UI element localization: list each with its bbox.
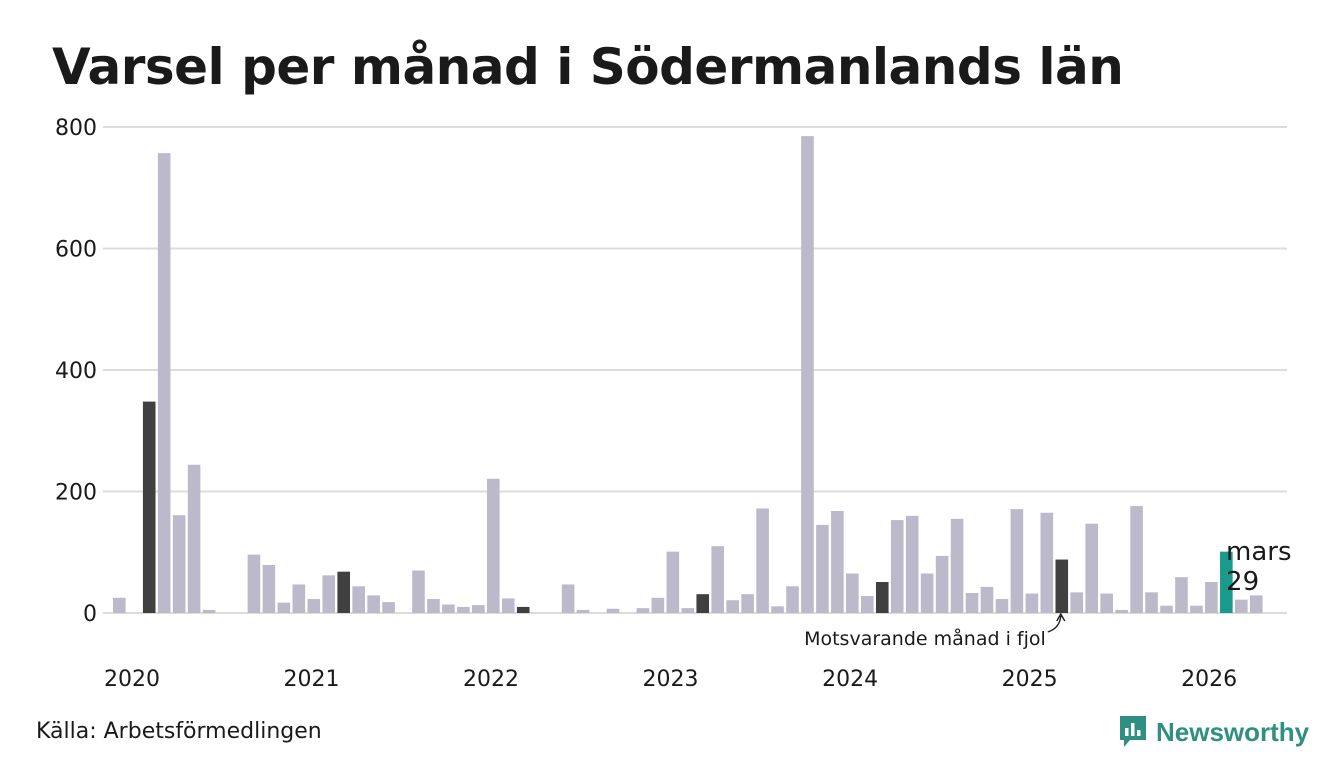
bar xyxy=(696,594,710,613)
annotation-arrowhead xyxy=(1056,612,1066,622)
x-tick-label: 2023 xyxy=(643,667,699,692)
bar xyxy=(995,599,1009,613)
bar xyxy=(277,602,291,613)
bar xyxy=(1130,506,1143,613)
bar xyxy=(726,600,739,613)
bar xyxy=(307,599,321,613)
x-tick-label: 2025 xyxy=(1002,667,1058,692)
bar xyxy=(950,518,964,613)
bar xyxy=(292,584,306,613)
source-note: Källa: Arbetsförmedlingen xyxy=(36,719,322,744)
bar xyxy=(1249,595,1263,613)
y-axis-ticks: 0 200 400 600 800 xyxy=(55,116,97,627)
bar xyxy=(875,582,889,613)
newsworthy-logo-icon xyxy=(1120,716,1146,747)
bar xyxy=(1070,592,1084,613)
bar xyxy=(1190,605,1203,613)
bar xyxy=(382,602,395,613)
bar xyxy=(1175,577,1188,613)
bar xyxy=(741,594,754,613)
bar xyxy=(457,606,470,613)
y-tick-label: 400 xyxy=(55,359,97,384)
bar xyxy=(427,599,440,613)
x-axis-ticks: 2020 2021 2022 2023 2024 2025 2026 xyxy=(104,667,1237,692)
bar xyxy=(501,598,515,613)
bar xyxy=(920,573,934,613)
bar xyxy=(980,586,994,613)
bar xyxy=(890,520,904,613)
bar xyxy=(1145,592,1158,613)
bar xyxy=(1220,551,1233,613)
bar xyxy=(756,508,769,613)
bars xyxy=(113,136,1263,614)
x-tick-label: 2022 xyxy=(463,667,519,692)
bar xyxy=(816,524,829,613)
bar xyxy=(786,586,799,613)
bar xyxy=(771,606,784,613)
current-month-value: 29 xyxy=(1226,567,1259,597)
bar xyxy=(1085,523,1098,613)
bar xyxy=(142,401,156,613)
gridlines xyxy=(103,126,1287,614)
bar xyxy=(801,136,814,614)
x-tick-label: 2021 xyxy=(284,667,340,692)
bar xyxy=(1010,509,1024,613)
newsworthy-logo: Newsworthy xyxy=(1118,714,1309,750)
bar xyxy=(861,595,874,613)
bar xyxy=(681,608,695,613)
bar xyxy=(172,515,186,613)
bar xyxy=(412,570,425,613)
bar xyxy=(472,605,485,613)
bar xyxy=(606,608,620,613)
chart-title: Varsel per månad i Södermanlands län xyxy=(52,38,1124,96)
bar xyxy=(905,515,919,613)
bar xyxy=(846,573,859,613)
bar xyxy=(1235,599,1248,613)
x-tick-label: 2026 xyxy=(1181,667,1237,692)
bar xyxy=(442,604,455,613)
bar xyxy=(187,464,201,613)
bar xyxy=(666,551,680,613)
bar xyxy=(935,555,949,613)
bar xyxy=(651,597,665,613)
bar xyxy=(1160,605,1173,613)
bar xyxy=(202,609,216,613)
bar xyxy=(561,584,575,613)
bar xyxy=(831,510,844,613)
annotation-text: Motsvarande månad i fjol xyxy=(804,627,1046,650)
y-tick-label: 800 xyxy=(55,116,97,141)
bar xyxy=(157,153,171,613)
bar xyxy=(247,554,261,613)
bar xyxy=(711,546,724,613)
x-tick-label: 2020 xyxy=(104,667,160,692)
bar xyxy=(1055,559,1069,613)
bar xyxy=(1100,593,1113,613)
logo-text: Newsworthy xyxy=(1156,716,1310,747)
bar xyxy=(113,597,126,613)
bar xyxy=(1205,582,1218,613)
annotation-arrow xyxy=(1047,615,1062,633)
y-tick-label: 600 xyxy=(55,238,97,263)
bar xyxy=(516,606,530,613)
bar xyxy=(636,608,650,613)
y-tick-label: 0 xyxy=(83,602,97,627)
bar xyxy=(352,586,365,613)
bar xyxy=(367,595,380,613)
x-tick-label: 2024 xyxy=(822,667,878,692)
bar xyxy=(1025,593,1039,613)
bar xyxy=(576,609,590,613)
bar xyxy=(337,571,350,613)
bar xyxy=(487,478,500,613)
bar xyxy=(965,592,979,613)
current-month-name: mars xyxy=(1226,537,1292,567)
y-tick-label: 200 xyxy=(55,481,97,506)
annotation: Motsvarande månad i fjol xyxy=(804,612,1066,650)
bar xyxy=(1115,609,1128,613)
bar xyxy=(322,575,336,613)
bar xyxy=(1040,512,1054,613)
bar xyxy=(262,565,276,613)
